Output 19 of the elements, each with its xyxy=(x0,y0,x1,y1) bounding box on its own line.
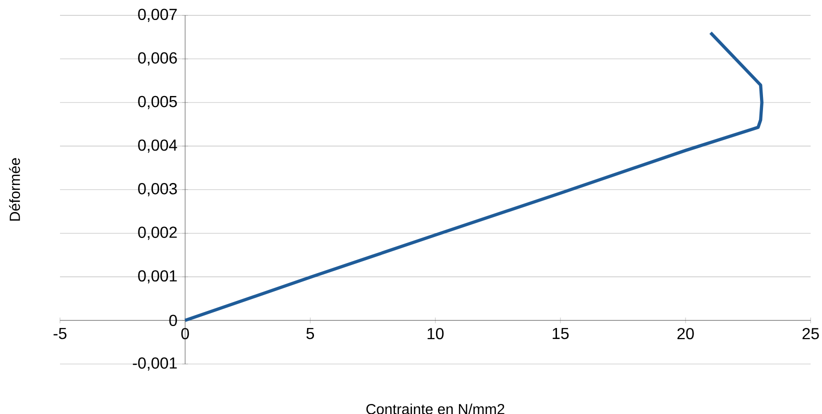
y-tick-label: 0,002 xyxy=(138,226,177,240)
y-tick-label: 0,006 xyxy=(138,52,177,66)
x-tick-label: 15 xyxy=(552,328,569,340)
y-tick-label: 0,005 xyxy=(138,96,177,110)
y-tick-label: -0,001 xyxy=(132,357,177,371)
y-tick-label: 0 xyxy=(169,314,177,326)
y-tick-label: 0,004 xyxy=(138,139,178,153)
x-tick-label: 5 xyxy=(306,328,314,340)
x-tick-label: 20 xyxy=(677,328,694,340)
x-tick-label: 25 xyxy=(802,328,819,340)
y-tick-label: 0,003 xyxy=(138,183,177,196)
y-axis-title: Déformée xyxy=(9,158,20,221)
y-tick-label: 0,001 xyxy=(138,270,177,284)
line-series xyxy=(184,31,764,322)
x-axis-title: Contrainte en N/mm2 xyxy=(366,404,504,414)
x-tick-label: -5 xyxy=(54,328,66,340)
y-tick-label: 0,007 xyxy=(138,8,177,22)
x-tick-label: 0 xyxy=(181,328,189,340)
x-tick-label: 10 xyxy=(428,328,444,340)
